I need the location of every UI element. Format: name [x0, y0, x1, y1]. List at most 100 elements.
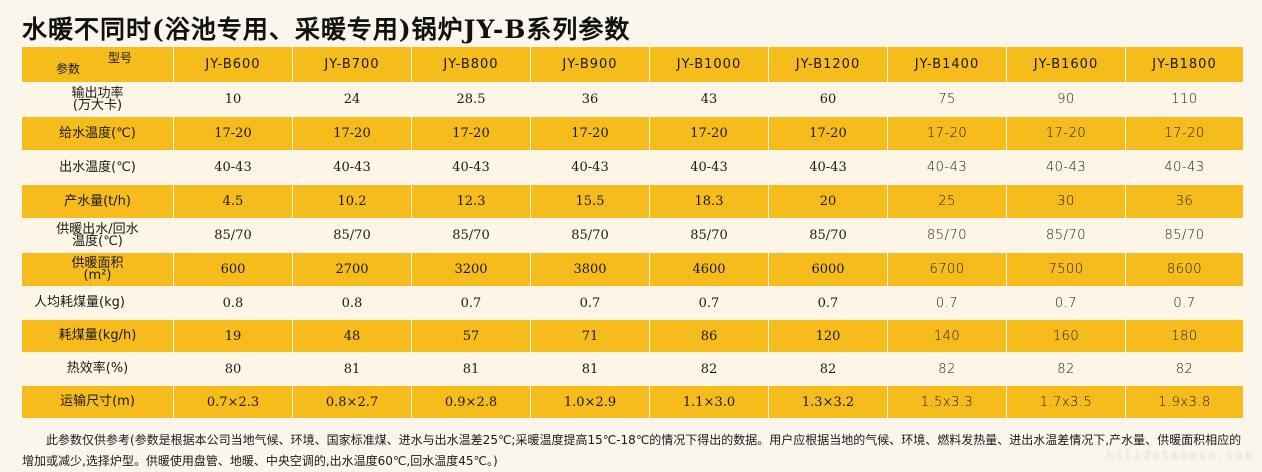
table-row: 产水量(t/h) 4.5 10.2 12.3 15.5 18.3 20 25 30 36: [21, 184, 1244, 219]
spec-table-body: 型号 参数 JY-B600 JY-B700 JY-B800 JY-B900 JY-B1000…: [21, 46, 1244, 419]
table-row: 运输尺寸(m) 0.7×2.3 0.8×2.7 0.9×2.8 1.0×2.9 1.1×3…: [21, 385, 1244, 419]
table-cell: 0.7: [887, 286, 1007, 320]
table-cell: 0.7: [1006, 286, 1126, 320]
table-cell: 0.7: [530, 286, 650, 320]
table-cell: 1.1×3.0: [649, 385, 769, 419]
table-cell: 10.2: [292, 184, 412, 219]
table-cell: 43: [649, 82, 769, 117]
table-cell: 85/70: [1006, 218, 1126, 253]
table-cell: 36: [1125, 184, 1244, 219]
table-cell: 36: [530, 82, 650, 117]
table-cell: 40-43: [530, 150, 650, 185]
table-cell: 85/70: [1125, 218, 1244, 253]
table-cell: 48: [292, 319, 412, 353]
table-cell: 85/70: [173, 218, 293, 253]
row-label: 人均耗煤量(kg): [21, 286, 174, 320]
table-cell: 81: [411, 352, 531, 386]
table-row: 供暖面积 (m²) 600 2700 3200 3800 4600 6000 6700 7500…: [21, 252, 1244, 287]
table-cell: 0.8: [173, 286, 293, 320]
table-cell: 0.8: [292, 286, 412, 320]
model-header-cell: JY-B700: [292, 46, 412, 83]
table-cell: 60: [768, 82, 888, 117]
footnote: 此参数仅供参考(参数是根据本公司当地气候、环境、国家标准煤、进水与出水温差25℃…: [22, 433, 1242, 468]
table-cell: 17-20: [768, 116, 888, 151]
table-cell: 7500: [1006, 252, 1126, 287]
table-cell: 19: [173, 319, 293, 353]
table-cell: 86: [649, 319, 769, 353]
table-cell: 82: [1125, 352, 1244, 386]
table-row: 输出功率 (万大卡) 10 24 28.5 36 43 60 75 90 110: [21, 82, 1244, 117]
table-cell: 85/70: [292, 218, 412, 253]
table-cell: 17-20: [887, 116, 1007, 151]
row-label: 耗煤量(kg/h): [21, 319, 174, 353]
table-cell: 2700: [292, 252, 412, 287]
table-cell: 6700: [887, 252, 1007, 287]
model-header-cell: JY-B1800: [1125, 46, 1244, 83]
table-row: 人均耗煤量(kg) 0.8 0.8 0.7 0.7 0.7 0.7 0.7 0.7 0.7: [21, 286, 1244, 320]
table-cell: 81: [292, 352, 412, 386]
model-header-cell: JY-B1000: [649, 46, 769, 83]
row-label: 供暖出水/回水 温度(℃): [21, 218, 174, 253]
row-label: 产水量(t/h): [21, 184, 174, 219]
table-cell: 20: [768, 184, 888, 219]
table-row: 供暖出水/回水 温度(℃) 85/70 85/70 85/70 85/70 85/70 85…: [21, 218, 1244, 253]
table-cell: 81: [530, 352, 650, 386]
table-cell: 12.3: [411, 184, 531, 219]
table-cell: 110: [1125, 82, 1244, 117]
table-cell: 57: [411, 319, 531, 353]
table-cell: 1.9x3.8: [1125, 385, 1244, 419]
table-cell: 0.9×2.8: [411, 385, 531, 419]
table-cell: 82: [649, 352, 769, 386]
table-cell: 0.7: [768, 286, 888, 320]
table-cell: 85/70: [530, 218, 650, 253]
header-row: 型号 参数 JY-B600 JY-B700 JY-B800 JY-B900 JY-B1000…: [21, 46, 1244, 83]
table-cell: 17-20: [292, 116, 412, 151]
table-cell: 1.5x3.3: [887, 385, 1007, 419]
row-label: 给水温度(℃): [21, 116, 174, 151]
row-label: 供暖面积 (m²): [21, 252, 174, 287]
table-cell: 0.7: [1125, 286, 1244, 320]
table-cell: 1.0×2.9: [530, 385, 650, 419]
table-cell: 82: [768, 352, 888, 386]
model-header-cell: JY-B800: [411, 46, 531, 83]
table-cell: 85/70: [887, 218, 1007, 253]
table-cell: 17-20: [173, 116, 293, 151]
row-label: 运输尺寸(m): [21, 385, 174, 419]
table-cell: 6000: [768, 252, 888, 287]
table-cell: 1.3×3.2: [768, 385, 888, 419]
table-cell: 40-43: [1006, 150, 1126, 185]
table-cell: 82: [1006, 352, 1126, 386]
table-cell: 40-43: [768, 150, 888, 185]
model-header-cell: JY-B1400: [887, 46, 1007, 83]
table-cell: 85/70: [411, 218, 531, 253]
table-cell: 80: [173, 352, 293, 386]
table-cell: 4.5: [173, 184, 293, 219]
table-cell: 71: [530, 319, 650, 353]
table-cell: 1.7x3.5: [1006, 385, 1126, 419]
model-label: 型号: [108, 51, 133, 65]
table-cell: 82: [887, 352, 1007, 386]
table-cell: 140: [887, 319, 1007, 353]
table-cell: 30: [1006, 184, 1126, 219]
param-label: 参数: [56, 62, 81, 76]
table-cell: 40-43: [649, 150, 769, 185]
table-cell: 0.7: [649, 286, 769, 320]
table-row: 耗煤量(kg/h) 19 48 57 71 86 120 140 160 180: [21, 319, 1244, 353]
table-cell: 10: [173, 82, 293, 117]
table-cell: 17-20: [649, 116, 769, 151]
corner-cell: 型号参数: [21, 46, 174, 83]
table-cell: 17-20: [411, 116, 531, 151]
table-cell: 3200: [411, 252, 531, 287]
table-cell: 40-43: [1125, 150, 1244, 185]
table-cell: 15.5: [530, 184, 650, 219]
model-header-cell: JY-B600: [173, 46, 293, 83]
table-cell: 85/70: [768, 218, 888, 253]
row-label: 输出功率 (万大卡): [21, 82, 174, 117]
table-cell: 40-43: [411, 150, 531, 185]
table-cell: 90: [1006, 82, 1126, 117]
table-cell: 0.7: [411, 286, 531, 320]
table-cell: 40-43: [173, 150, 293, 185]
table-cell: 75: [887, 82, 1007, 117]
table-cell: 85/70: [649, 218, 769, 253]
spec-table: 型号 参数 JY-B600 JY-B700 JY-B800 JY-B900 JY-B1000…: [21, 46, 1244, 419]
